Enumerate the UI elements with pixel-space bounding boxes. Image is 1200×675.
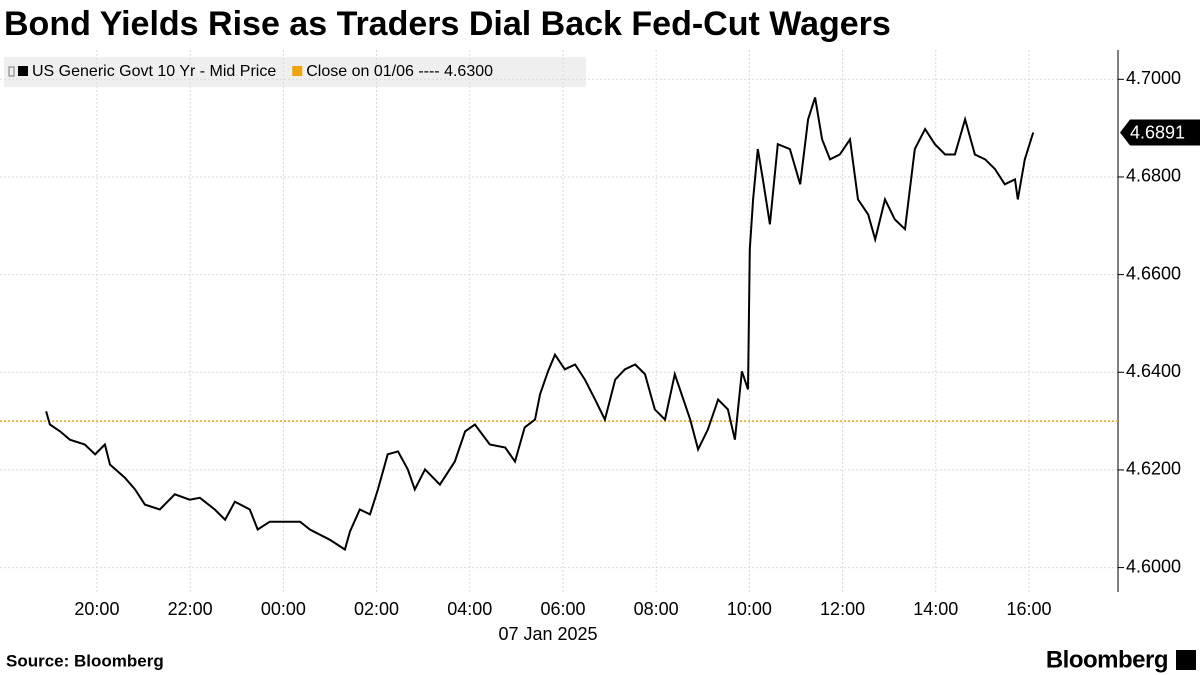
- legend-swatch: [18, 66, 28, 76]
- legend-label: Close on 01/06 ---- 4.6300: [306, 63, 493, 80]
- x-tick-label: 14:00: [913, 599, 958, 619]
- y-tick-label: 4.7000: [1126, 68, 1181, 88]
- y-tick-label: 4.6600: [1126, 263, 1181, 283]
- legend-label-name: Close on 01/06 ----: [306, 63, 439, 80]
- series-line: [45, 97, 1035, 552]
- x-tick-label: 08:00: [634, 599, 679, 619]
- x-tick-label: 06:00: [540, 599, 585, 619]
- last-value-label: 4.6891: [1130, 122, 1185, 142]
- x-tick-label: 20:00: [74, 599, 119, 619]
- source: Source: Bloomberg: [6, 651, 164, 670]
- legend-label-value: 4.6300: [444, 63, 493, 80]
- legend-label: US Generic Govt 10 Yr - Mid Price: [32, 63, 276, 80]
- y-tick-label: 4.6000: [1126, 556, 1181, 576]
- legend-swatch: [292, 66, 303, 76]
- x-tick-label: 22:00: [168, 599, 213, 619]
- legend-icon: [8, 66, 15, 77]
- y-tick-label: 4.6800: [1126, 166, 1181, 186]
- x-tick-label: 10:00: [727, 599, 772, 619]
- y-tick-label: 4.6200: [1126, 459, 1181, 479]
- last-value-tag: [1120, 119, 1200, 146]
- x-tick-label: 00:00: [261, 599, 306, 619]
- y-tick-label: 4.6400: [1126, 361, 1181, 381]
- brand: Bloomberg: [1046, 646, 1168, 673]
- x-tick-label: 02:00: [354, 599, 399, 619]
- x-tick-label: 12:00: [820, 599, 865, 619]
- brand-icon: [1176, 650, 1196, 670]
- x-tick-label: 16:00: [1006, 599, 1051, 619]
- x-sublabel: 07 Jan 2025: [498, 624, 597, 644]
- chart-title: Bond Yields Rise as Traders Dial Back Fe…: [4, 5, 891, 43]
- x-tick-label: 04:00: [447, 599, 492, 619]
